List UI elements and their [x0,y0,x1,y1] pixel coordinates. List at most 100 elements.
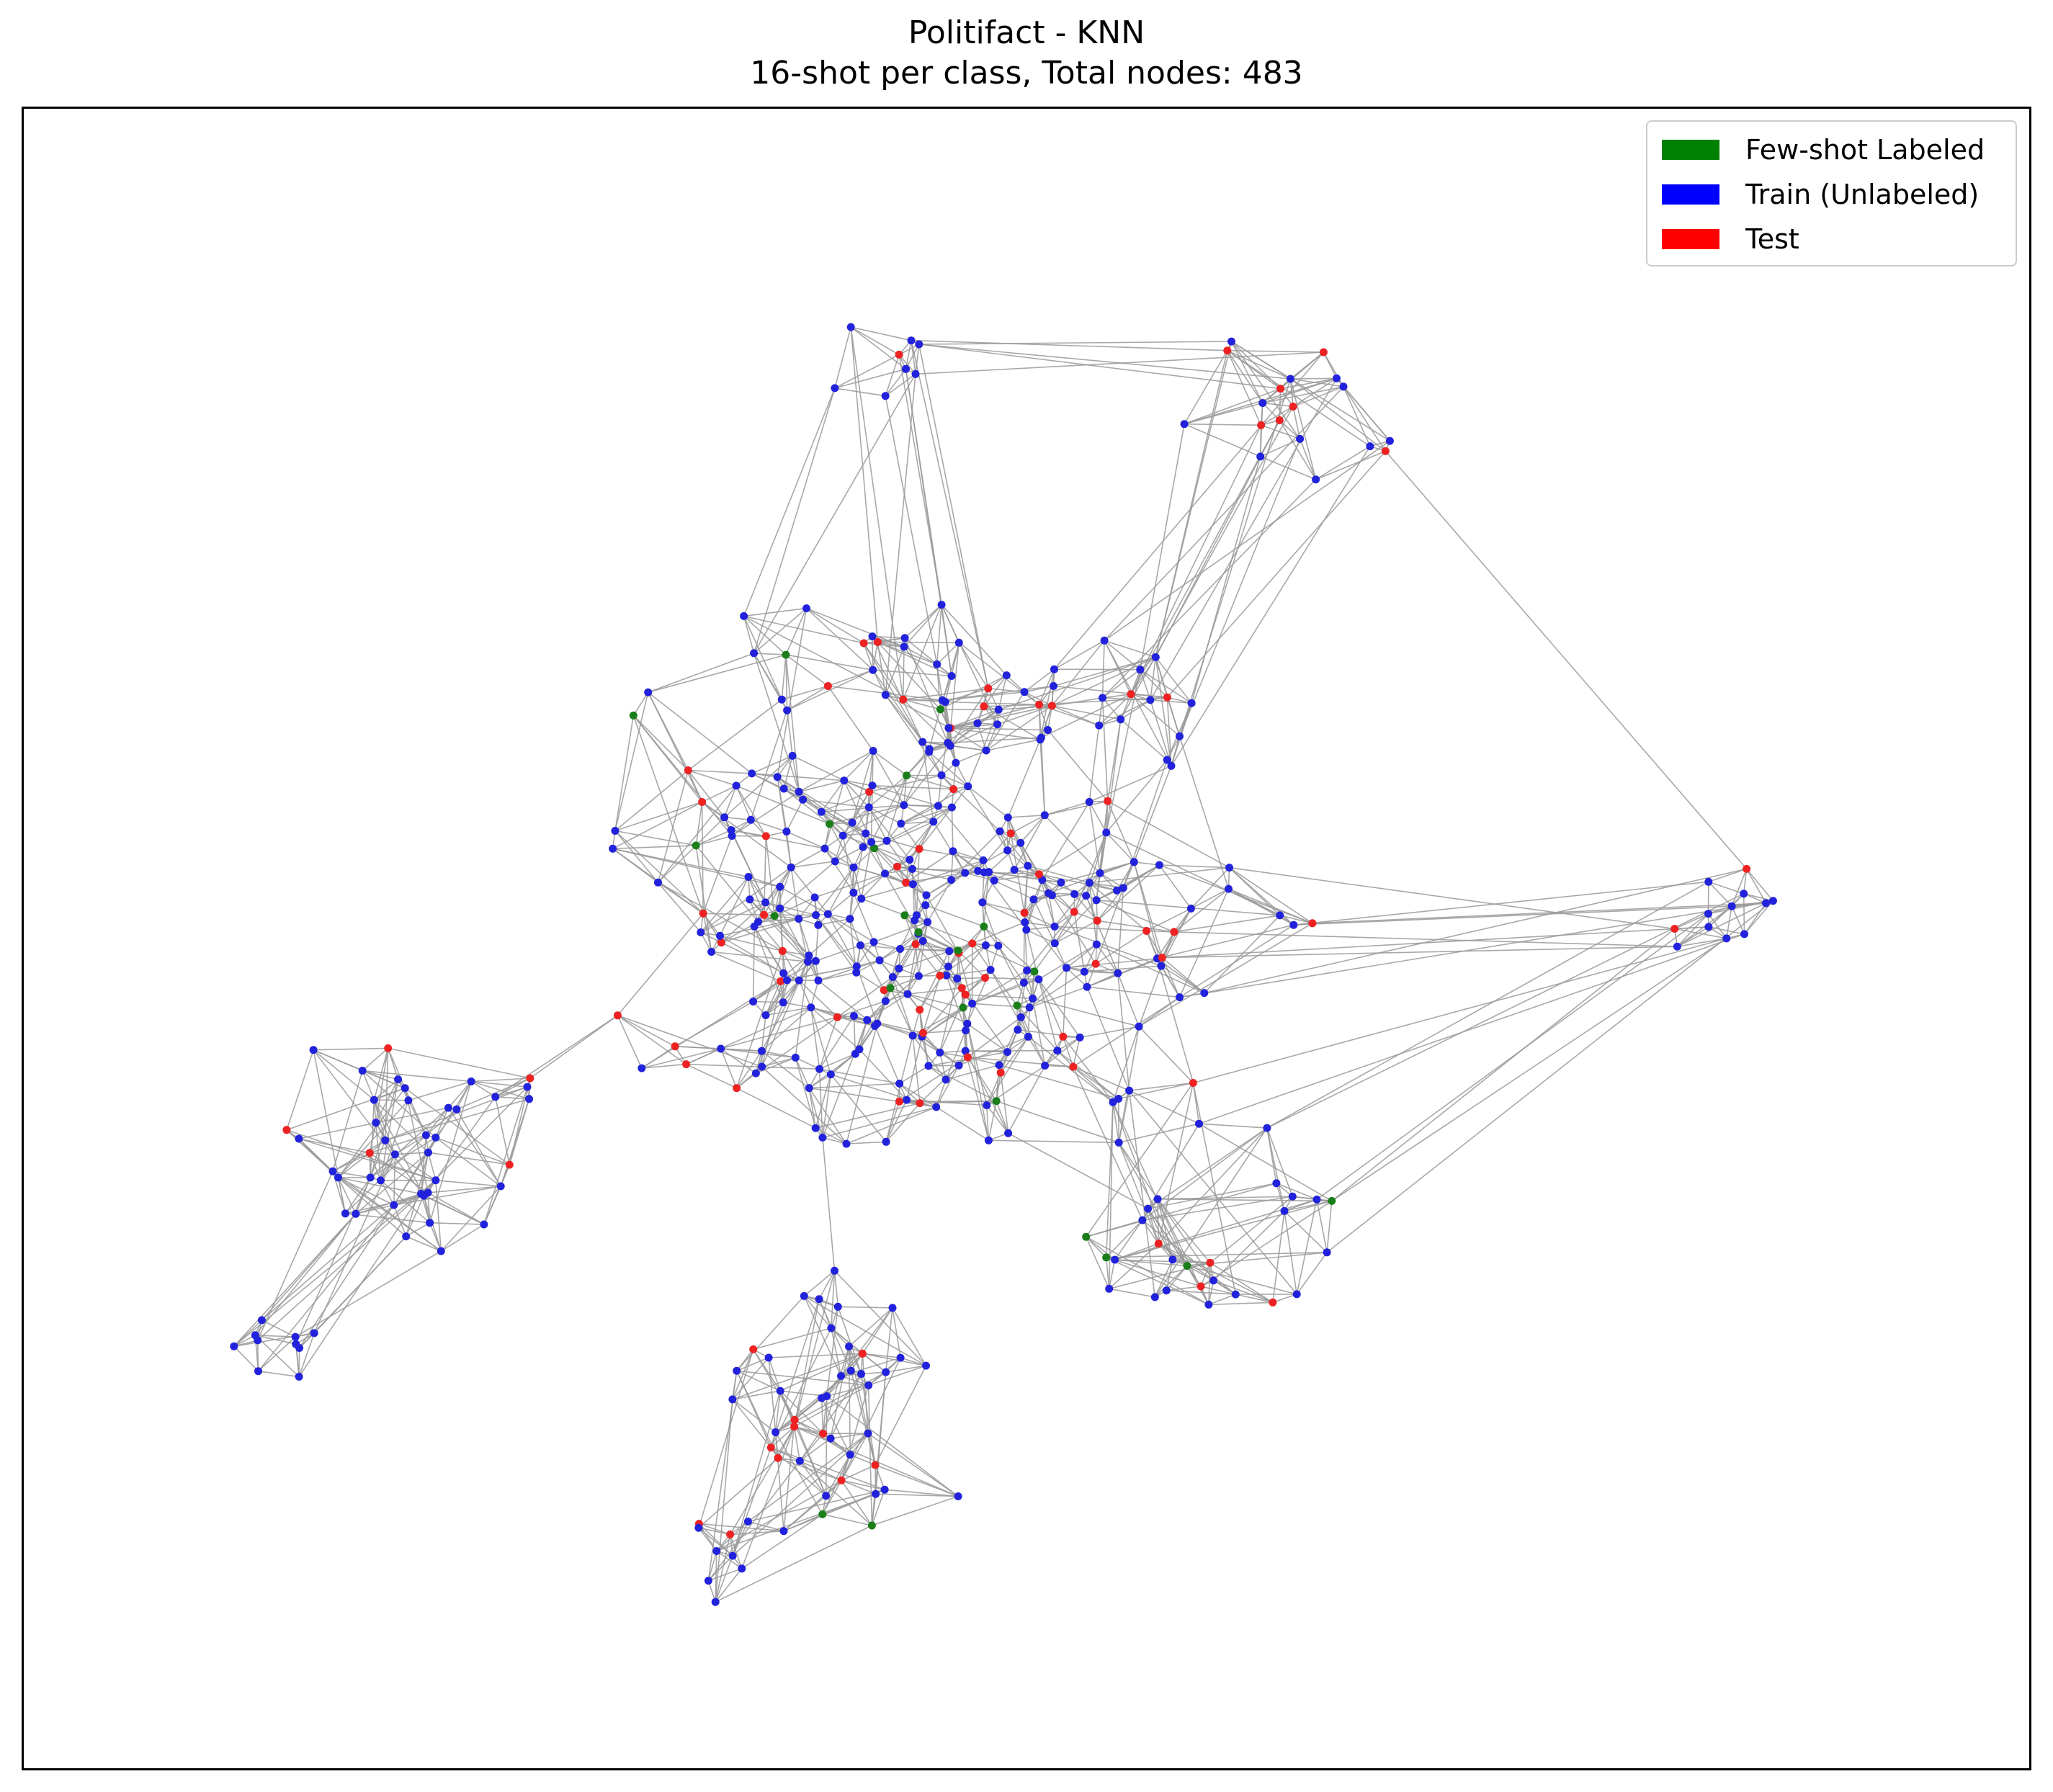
graph-node-train [783,976,792,985]
graph-edge [1162,946,1678,959]
graph-node-train [295,1372,303,1381]
legend-label: Train (Unlabeled) [1745,179,1980,210]
graph-edge [385,1086,528,1141]
graph-edge [1145,931,1163,959]
graph-node-test [915,845,923,854]
graph-edge [298,1193,422,1377]
graph-edge [972,982,1024,1005]
graph-edge [702,835,733,914]
graph-edge [900,821,934,825]
graph-node-train [1153,1195,1162,1204]
graph-edge [394,1154,437,1181]
graph-edge [903,699,941,710]
graph-edge [337,1177,407,1237]
graph-edge [1014,869,1039,875]
graph-node-train [954,1492,962,1500]
graph-edge [724,755,793,818]
graph-edge [387,1048,406,1089]
graph-node-train [1114,1138,1123,1147]
graph-edge [435,1137,501,1187]
graph-node-train [1768,897,1777,905]
graph-edge [1088,725,1100,802]
graph-node-train [791,1053,800,1062]
graph-edge [1708,881,1732,907]
graph-node-test [613,1011,622,1020]
graph-edge [1146,908,1191,932]
graph-edge [859,944,880,961]
graph-edge [1097,920,1175,933]
graph-edge [1157,1199,1211,1263]
graph-edge [1010,815,1045,834]
graph-edge [1158,1196,1293,1200]
graph-node-test [1059,1032,1068,1041]
graph-edge [1039,873,1117,892]
graph-edge [1120,719,1168,761]
graph-edge [362,1070,472,1083]
graph-edge [899,1083,921,1104]
graph-edge [893,975,919,978]
graph-edge [641,980,781,1069]
graph-edge [841,1464,876,1482]
graph-edge [905,369,942,605]
graph-edge [903,805,952,808]
graph-node-test [717,938,725,947]
graph-edge [370,1152,395,1155]
graph-edge [779,861,836,909]
graph-edge [1292,406,1301,439]
graph-node-train [852,968,861,977]
graph-edge [1024,892,1050,913]
graph-edge [982,902,999,946]
graph-node-train [838,831,847,840]
graph-node-train [717,1044,725,1053]
graph-node-test [895,1097,903,1106]
graph-node-train [309,1046,318,1054]
graph-edge [730,829,826,849]
graph-edge [1140,669,1168,698]
graph-node-train [1050,922,1059,931]
graph-node-train [1292,1290,1301,1299]
graph-edge [1676,913,1709,947]
graph-edge [1051,895,1096,964]
graph-edge [1054,668,1140,671]
graph-edge [798,980,812,1008]
graph-node-test [996,1068,1005,1077]
graph-edge [885,373,916,397]
graph-edge [965,1050,990,1141]
graph-edge [1073,911,1086,972]
graph-edge [1020,843,1029,866]
graph-node-test [790,1415,799,1424]
graph-node-train [964,782,972,791]
graph-edge [732,1357,769,1400]
graph-node-train [372,1119,380,1127]
graph-edge [944,702,949,743]
graph-edge [899,1065,929,1085]
graph-node-train [882,1137,890,1146]
graph-edge [982,902,1025,914]
graph-edge [957,977,985,980]
graph-edge [1266,893,1745,1129]
graph-edge [1178,378,1292,737]
graph-edge [753,1327,832,1350]
graph-node-train [863,1016,872,1024]
graph-edge [257,1336,296,1372]
graph-edge [428,1186,501,1193]
graph-edge [614,830,704,914]
graph-edge [898,354,916,375]
graph-node-test [1223,346,1232,355]
graph-edge [1086,1236,1107,1258]
graph-node-train [788,751,797,760]
graph-edge [818,1270,836,1300]
graph-edge [982,872,990,903]
graph-edge [785,655,800,792]
graph-node-train [867,838,876,846]
graph-edge [1038,979,1064,1037]
graph-edge [1290,377,1337,380]
graph-edge [424,1195,485,1225]
graph-edge [1154,1259,1173,1298]
graph-edge [986,1036,1029,1106]
legend-label: Few-shot Labeled [1745,134,1985,166]
graph-edge [617,1015,687,1065]
graph-edge [614,715,635,831]
graph-node-test [916,1005,924,1014]
graph-node-train [1085,879,1093,887]
